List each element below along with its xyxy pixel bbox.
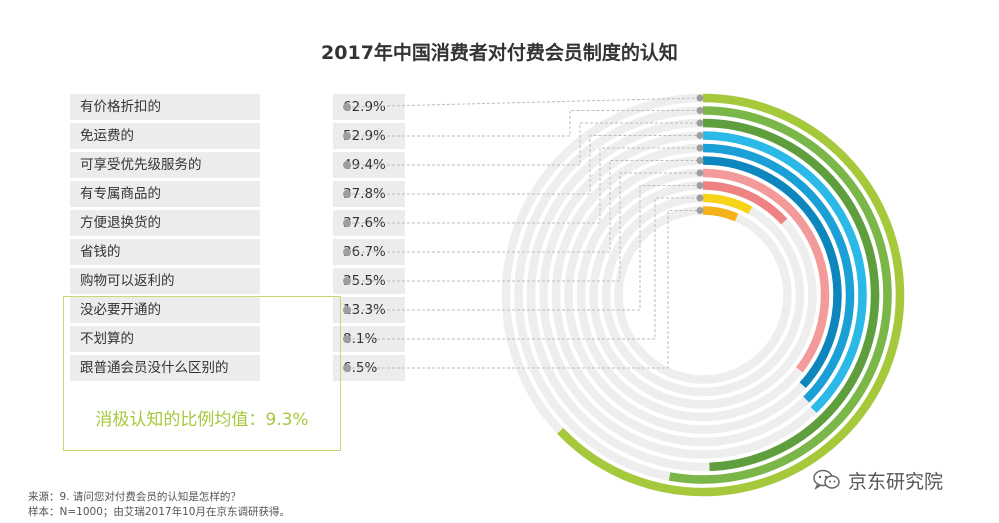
leader-line: [347, 160, 700, 253]
leader-dot-left: [343, 190, 351, 198]
leader-dot-ring: [696, 119, 704, 127]
leader-line: [347, 147, 700, 224]
leader-dot-left: [343, 306, 351, 314]
leader-dot-left: [343, 248, 351, 256]
leader-dot-left: [343, 335, 351, 343]
chart-title: 2017年中国消费者对付费会员制度的认知: [321, 42, 678, 64]
negative-average: 消极认知的比例均值：9.3%: [95, 410, 309, 430]
ring-bar: [702, 131, 867, 413]
ring-bar: [702, 193, 753, 215]
category-label: 可享受优先级服务的: [70, 152, 260, 178]
category-label: 有价格折扣的: [70, 94, 260, 120]
leader-dot-left: [343, 364, 351, 372]
leader-dot-ring: [696, 132, 704, 139]
ring-track: [601, 193, 805, 397]
ring-bar: [702, 206, 739, 222]
leader-dot-ring: [696, 157, 704, 164]
leader-dot-ring: [696, 144, 704, 152]
category-label: 方便退换货的: [70, 210, 260, 236]
brand-watermark: 京东研究院: [812, 466, 943, 494]
leader-line: [347, 197, 700, 340]
leader-dot-ring: [696, 107, 704, 114]
leader-line: [347, 135, 700, 195]
ring-bar: [702, 156, 842, 389]
leader-dot-ring: [696, 207, 704, 214]
category-label: 免运费的: [70, 123, 260, 149]
leader-line: [347, 185, 700, 311]
category-label: 购物可以返利的: [70, 268, 260, 294]
ring-bar: [702, 181, 788, 225]
leader-dot-left: [343, 219, 351, 227]
leader-line: [347, 172, 700, 282]
category-label: 省钱的: [70, 239, 260, 265]
leader-dot-ring: [696, 169, 704, 177]
leader-dot-ring: [696, 182, 704, 189]
leader-line: [346, 97, 701, 108]
ring-bar: [702, 118, 880, 472]
wechat-icon: [813, 469, 840, 490]
ring-track: [614, 206, 792, 384]
category-label: 不划算的: [70, 326, 260, 352]
ring-bar: [702, 143, 855, 403]
ring-bar: [557, 93, 905, 497]
ring-bar: [702, 168, 830, 373]
leader-dot-left: [343, 161, 351, 169]
leader-dot-left: [343, 277, 351, 285]
leader-line: [347, 210, 700, 369]
category-label: 没必要开通的: [70, 297, 260, 323]
category-label: 跟普通会员没什么区别的: [70, 355, 260, 381]
leader-line: [347, 110, 700, 137]
leader-dot-ring: [696, 94, 704, 102]
footnote-source: 来源：9. 请问您对付费会员的认知是怎样的？: [28, 491, 241, 503]
category-label: 有专属商品的: [70, 181, 260, 207]
footnote-sample: 样本：N=1000；由艾瑞2017年10月在京东调研获得。: [28, 506, 290, 518]
negative-group-box: [63, 296, 341, 451]
ring-bar: [668, 106, 892, 484]
leader-dot-ring: [696, 194, 704, 202]
leader-line: [347, 122, 700, 166]
leader-dot-left: [343, 103, 351, 111]
leader-dot-left: [343, 132, 351, 140]
brand-name: 京东研究院: [848, 470, 944, 493]
